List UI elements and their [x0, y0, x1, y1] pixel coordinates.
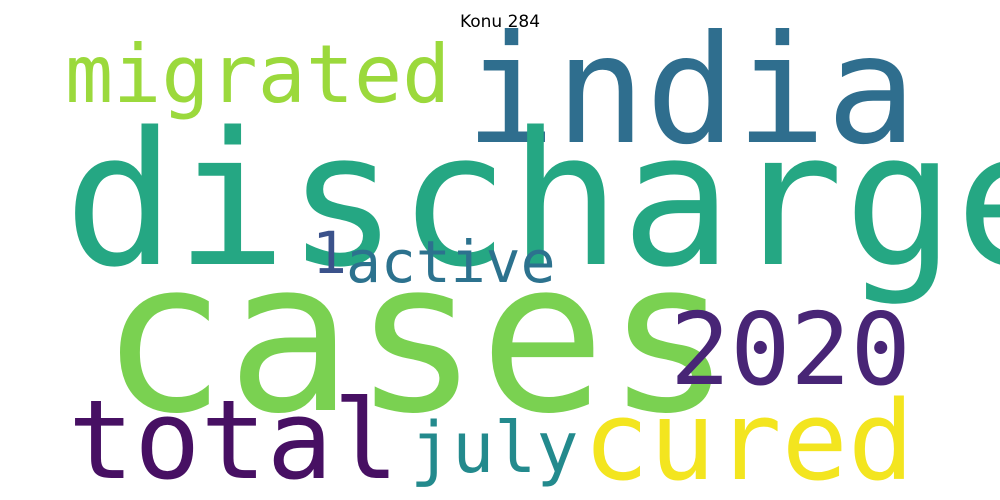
word-cured: cured [583, 377, 915, 500]
figure-title: Konu 284 [459, 12, 541, 32]
word-1: 1 [312, 219, 347, 287]
word-2020: 2020 [670, 291, 911, 408]
word-total: total [68, 376, 400, 500]
word-discharged: discharged [64, 92, 1000, 308]
word-migrated: migrated [65, 28, 451, 121]
word-active: active [346, 228, 556, 296]
word-july: july [410, 407, 579, 489]
word-india: india [465, 4, 917, 178]
word-cases: cases [100, 215, 733, 460]
